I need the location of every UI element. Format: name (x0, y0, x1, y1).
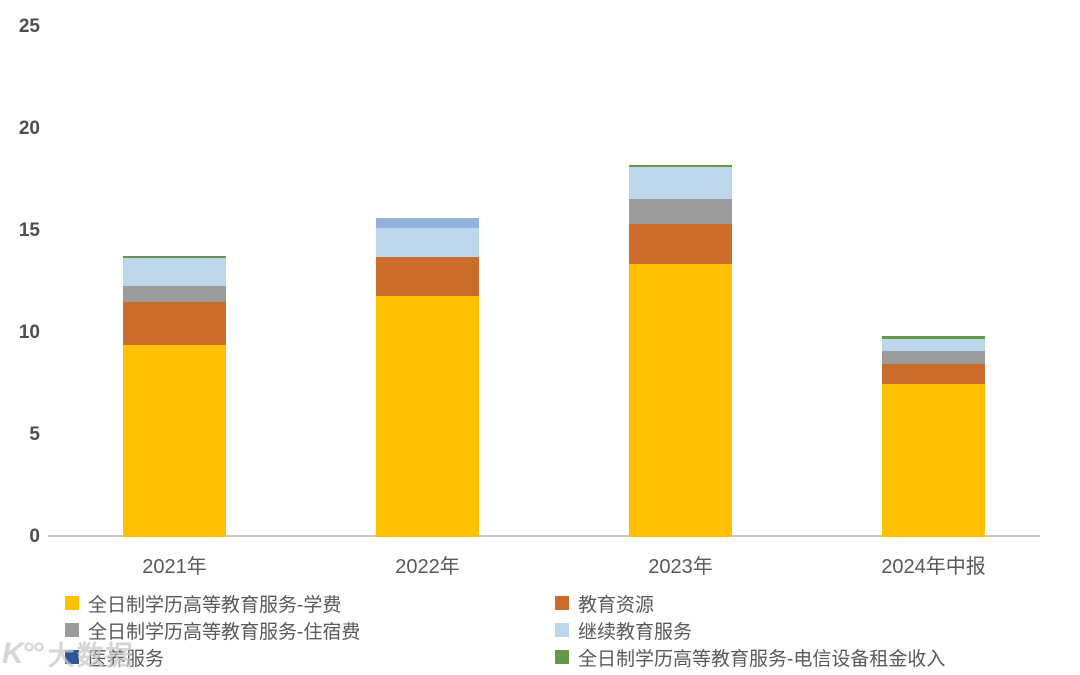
watermark-logo-icon: K°° (2, 636, 44, 670)
x-axis-label: 2023年 (648, 556, 713, 578)
bar-group-2022年 (376, 217, 479, 537)
bar-group-2024年中报 (882, 336, 985, 537)
y-axis-tick-label: 20 (18, 118, 40, 139)
legend-label: 全日制学历高等教育服务-住宿费 (88, 621, 361, 643)
legend-swatch-icon (555, 623, 569, 637)
bar-segment (629, 223, 732, 264)
y-axis-tick-label: 5 (29, 424, 40, 445)
bar-segment (123, 255, 226, 258)
bar-segment (882, 363, 985, 384)
x-axis-line (48, 535, 1040, 537)
bar-segment (123, 257, 226, 287)
y-axis-tick-label: 15 (18, 220, 40, 241)
chart-legend: 全日制学历高等教育服务-学费 教育资源全日制学历高等教育服务-住宿费 继续教育服务医… (65, 592, 946, 670)
bar-segment (629, 164, 732, 167)
legend-label: 全日制学历高等教育服务-电信设备租金收入 (578, 648, 946, 670)
legend-swatch-icon (65, 650, 79, 664)
bar-segment (629, 263, 732, 537)
legend-item: 教育资源 (555, 592, 945, 616)
bar-group-2021年 (123, 255, 226, 537)
y-axis-tick-label: 10 (18, 322, 40, 343)
legend-label: 全日制学历高等教育服务-学费 (88, 594, 342, 616)
bar-segment (629, 199, 732, 224)
x-axis-label: 2022年 (395, 556, 460, 578)
bar-segment (629, 166, 732, 200)
bar-segment (882, 339, 985, 352)
legend-item: 继续教育服务 (555, 619, 945, 643)
x-axis-label: 2021年 (142, 556, 207, 578)
bar-segment (376, 296, 479, 537)
legend-swatch-icon (65, 596, 79, 610)
bar-segment (882, 384, 985, 537)
legend-swatch-icon (555, 650, 569, 664)
bar-segment (123, 302, 226, 346)
bar-segment (376, 256, 479, 297)
bar-group-2023年 (629, 164, 732, 537)
legend-label: 医养服务 (88, 648, 165, 670)
legend-item: 全日制学历高等教育服务-学费 (65, 592, 555, 616)
legend-swatch-icon (65, 623, 79, 637)
bar-segment (376, 227, 479, 257)
y-axis-tick-label: 0 (29, 526, 40, 547)
bar-segment (882, 336, 985, 340)
bar-segment (123, 286, 226, 303)
bar-segment (882, 351, 985, 364)
legend-label: 教育资源 (578, 594, 655, 616)
x-axis-label: 2024年中报 (881, 556, 986, 578)
legend-item: 医养服务 (65, 646, 555, 670)
legend-item: 全日制学历高等教育服务-电信设备租金收入 (555, 646, 946, 670)
legend-label: 继续教育服务 (578, 621, 693, 643)
legend-swatch-icon (555, 596, 569, 610)
bar-segment (123, 345, 226, 537)
bar-segment (376, 217, 479, 228)
legend-item: 全日制学历高等教育服务-住宿费 (65, 619, 555, 643)
y-axis-tick-label: 25 (18, 16, 40, 37)
